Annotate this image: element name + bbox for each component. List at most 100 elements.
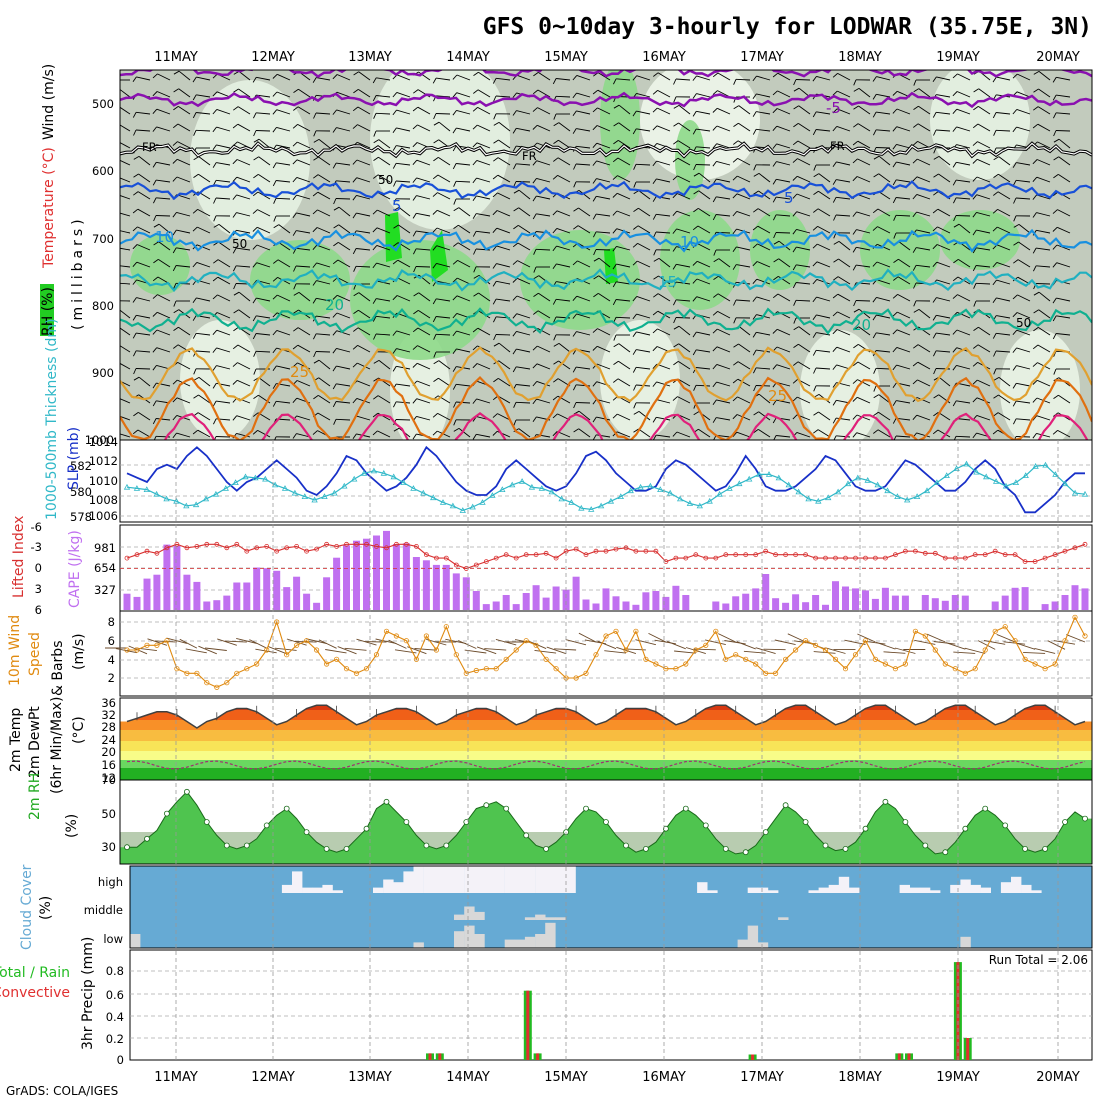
wind-barb-flag [933, 147, 937, 154]
wind-barb [916, 264, 931, 268]
wind-barb [798, 343, 811, 353]
wind-barb [196, 76, 211, 81]
temp-band [120, 730, 1092, 741]
thickness-point [1081, 490, 1089, 497]
cape-bar [123, 593, 131, 610]
wind-barb-flag [912, 247, 917, 253]
wind-barb [317, 209, 331, 217]
wind-barb [776, 214, 791, 217]
wind-barb [456, 163, 471, 166]
wind-barb-flag [592, 142, 598, 148]
wind-barb-flag [173, 106, 179, 111]
precip-gridlines [130, 970, 1092, 1039]
wind-barb [697, 243, 711, 251]
wind-barb-flag [592, 231, 597, 238]
wind-barb-flag [893, 232, 897, 239]
wind-barb-flag [413, 89, 419, 94]
wind-barb [516, 127, 531, 132]
cloud-bar-high [818, 887, 829, 893]
cloud-bar-high [565, 866, 576, 893]
wind-barb-flag [473, 292, 479, 297]
wind-barb-flag [852, 140, 859, 146]
wind-barb-flag [832, 329, 838, 335]
temp-tick: 16 [101, 758, 116, 772]
wind-barb-flag [752, 278, 758, 284]
wind-barb [1056, 297, 1071, 302]
wind-barb [898, 241, 911, 251]
wind-barb-flag [1032, 247, 1037, 254]
wind-barb-flag [252, 77, 257, 83]
cloud-bar-high [697, 882, 708, 893]
wind-barb-flag [712, 161, 717, 167]
wind-barb [137, 191, 151, 200]
wind-barb-flag [152, 311, 158, 317]
wind-barb [256, 297, 271, 302]
wind-barb [297, 141, 311, 149]
wind-barb [878, 155, 891, 166]
wind-barb-flag [512, 348, 517, 355]
rh-point [403, 819, 410, 825]
wind-barb [497, 395, 511, 404]
wind-barb-flag [433, 157, 439, 162]
surface-wind-barb [964, 647, 986, 654]
cloud-bar-low [960, 936, 971, 948]
wind-barb [497, 192, 511, 200]
wind-barb-flag [353, 292, 360, 297]
wind-barb-flag [712, 196, 717, 203]
wind-barb [336, 180, 351, 183]
wind-barb-flag [572, 331, 577, 337]
wind-barb [578, 190, 591, 200]
rh-point [643, 846, 649, 852]
bottom-date-label: 20MAY [1036, 1070, 1080, 1085]
wind-barb [816, 75, 831, 81]
wind-barb [618, 343, 631, 353]
wind-barb-flag [133, 412, 139, 417]
wind-barb [156, 197, 171, 200]
wind-barb-flag [393, 242, 399, 247]
wind-barb [456, 92, 471, 98]
wind-panel-frame [119, 610, 1093, 697]
wind-speed-point [463, 670, 469, 676]
wind-barb [477, 124, 491, 132]
lifted-index-point [144, 548, 150, 554]
wind-barb [896, 143, 911, 149]
thickness-point [963, 460, 970, 467]
rh-units-label: (%) [64, 814, 80, 838]
wind-barb-flag [652, 178, 657, 185]
surface-wind-barb [325, 649, 347, 654]
wind-barb [678, 105, 691, 115]
cloud-bar-high [464, 866, 475, 893]
wind-barb-flag [193, 130, 197, 136]
wind-barb-flag [114, 106, 119, 109]
wind-barb-flag [772, 108, 778, 114]
wind-barb-flag [293, 327, 299, 332]
temp-above-curve-mask [120, 698, 1092, 728]
wind-speed-point [862, 638, 869, 644]
wind-barb-flag [113, 380, 117, 384]
wind-barb [638, 190, 651, 200]
wind-barb-flag [1052, 262, 1058, 268]
wind-barb [938, 173, 951, 183]
cloud-bar-high [292, 871, 303, 893]
wind-speed-point [543, 656, 549, 662]
wind-barb-flag [392, 330, 397, 336]
wind-barb [697, 225, 711, 234]
wind-barb-flag [732, 246, 737, 253]
wind-speed-point [673, 666, 679, 672]
wind-barb [417, 124, 431, 132]
rh-panel-frame [119, 779, 1093, 865]
wind-barb-flag [673, 140, 679, 145]
cloud-bar-low [524, 936, 536, 948]
temp-band [120, 760, 1092, 768]
wind-speed-point [393, 633, 399, 639]
wind-barb-flag [212, 294, 218, 300]
wind-barb-flag [772, 214, 777, 221]
wind-barb [295, 265, 311, 268]
cape-bar [333, 557, 341, 610]
wind-barb-flag [173, 344, 179, 349]
cape-bar [842, 586, 849, 610]
wind-barb [536, 363, 551, 370]
wind-barb [215, 436, 231, 438]
wind-barb-flag [932, 244, 938, 250]
wind-barb [197, 209, 211, 217]
